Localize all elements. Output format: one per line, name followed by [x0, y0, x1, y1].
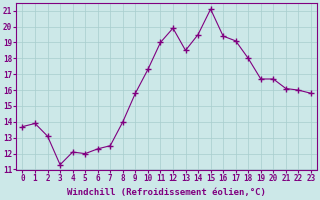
X-axis label: Windchill (Refroidissement éolien,°C): Windchill (Refroidissement éolien,°C) — [67, 188, 266, 197]
